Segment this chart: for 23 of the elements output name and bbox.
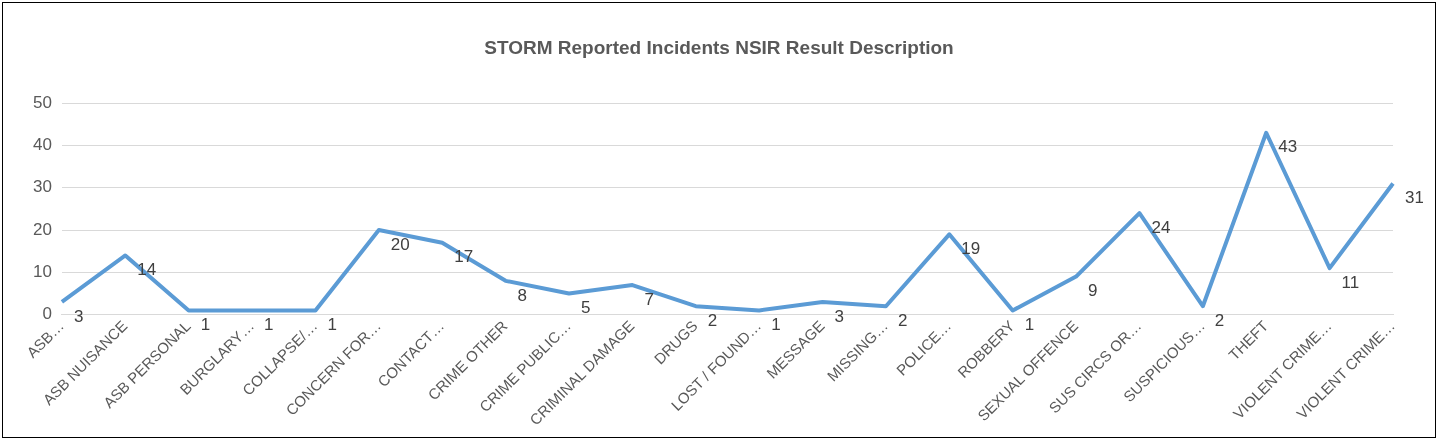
y-tick-label: 20 [32,219,52,239]
data-label: 43 [1278,137,1298,157]
chart-title: STORM Reported Incidents NSIR Result Description [483,37,955,59]
data-label: 20 [390,234,410,254]
y-tick-label: 30 [32,177,52,197]
y-tick-label: 50 [32,92,52,112]
data-label: 24 [1151,217,1171,237]
data-label: 7 [644,289,654,309]
y-tick-label: 0 [42,304,52,324]
data-label: 2 [897,310,908,330]
y-tick-label: 10 [32,262,52,282]
y-tick-label: 40 [32,135,52,155]
data-label: 31 [1405,188,1424,208]
data-label: 2 [707,310,718,330]
data-label: 1 [327,315,337,335]
data-label: 2 [1214,310,1225,330]
data-label: 11 [1341,272,1360,292]
data-label: 9 [1088,281,1098,301]
data-label: 3 [73,306,84,326]
data-label: 3 [834,306,844,326]
data-label: 5 [580,298,591,318]
data-label: 19 [961,239,981,258]
data-label: 8 [517,285,528,305]
